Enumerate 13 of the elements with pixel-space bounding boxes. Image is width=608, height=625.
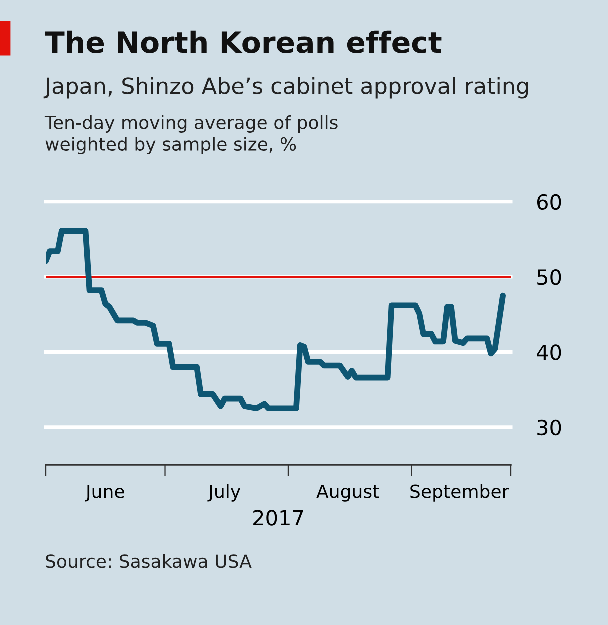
y-axis-title: Ten-day moving average of polls weighted by sample size, % [44,115,338,155]
source-note: Source: Sasakawa USA [46,554,252,568]
x-tick-label: September [410,484,510,502]
x-axis-title: 2017 [254,510,304,526]
x-tick-label: June [85,485,124,502]
x-tick-label: July [208,484,241,502]
chart-title: The North Korean effect [45,30,442,54]
x-tick-label: August [316,485,380,502]
chart-subtitle: Japan, Shinzo Abe’s cabinet approval rating [44,77,528,99]
y-tick-label: 40 [537,344,562,360]
y-tick-label: 30 [538,420,562,436]
y-tick-label: 60 [537,194,562,210]
y-tick-label: 50 [538,270,562,286]
